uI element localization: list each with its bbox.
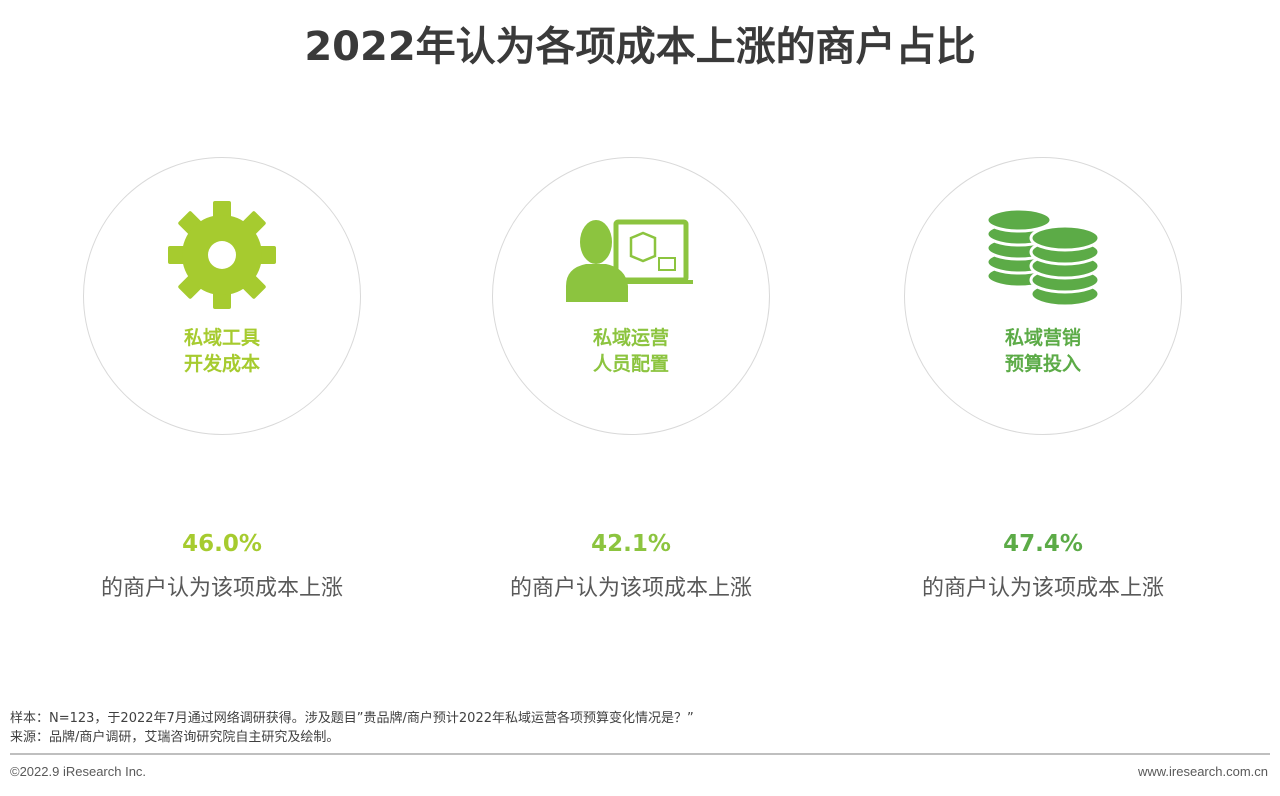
circle-tool-cost <box>83 157 361 435</box>
label-line: 私域营销 <box>1004 327 1081 349</box>
gear-icon <box>168 201 276 309</box>
label-line: 预算投入 <box>1004 353 1081 375</box>
sample-note: 样本：N=123，于2022年7月通过网络调研获得。涉及题目”贵品牌/商户预计2… <box>10 711 694 726</box>
label-line: 开发成本 <box>183 353 260 375</box>
item-label-marketing-cost: 私域营销 预算投入 <box>943 325 1143 377</box>
website-link[interactable]: www.iresearch.com.cn <box>1137 764 1268 779</box>
circle-staff-cost <box>492 157 770 435</box>
desc-staff-cost: 的商户认为该项成本上涨 <box>509 576 752 601</box>
desc-marketing-cost: 的商户认为该项成本上涨 <box>921 576 1164 601</box>
coins-stack-icon <box>985 207 1101 308</box>
circle-marketing-cost <box>904 157 1182 435</box>
item-label-tool-cost: 私域工具 开发成本 <box>122 325 322 377</box>
label-line: 私域工具 <box>183 327 260 349</box>
percent-marketing-cost: 47.4% <box>1003 531 1083 557</box>
percent-tool-cost: 46.0% <box>182 531 262 557</box>
desc-tool-cost: 的商户认为该项成本上涨 <box>100 576 343 601</box>
item-label-staff-cost: 私域运营 人员配置 <box>531 325 731 377</box>
percent-staff-cost: 42.1% <box>591 531 671 557</box>
page-title: 2022年认为各项成本上涨的商户占比 <box>304 24 976 70</box>
label-line: 私域运营 <box>592 327 669 349</box>
source-note: 来源：品牌/商户调研，艾瑞咨询研究院自主研究及绘制。 <box>10 730 340 745</box>
operator-computer-icon <box>566 219 693 302</box>
copyright: ©2022.9 iResearch Inc. <box>10 764 147 779</box>
footer-divider <box>10 753 1270 755</box>
label-line: 人员配置 <box>592 353 669 375</box>
